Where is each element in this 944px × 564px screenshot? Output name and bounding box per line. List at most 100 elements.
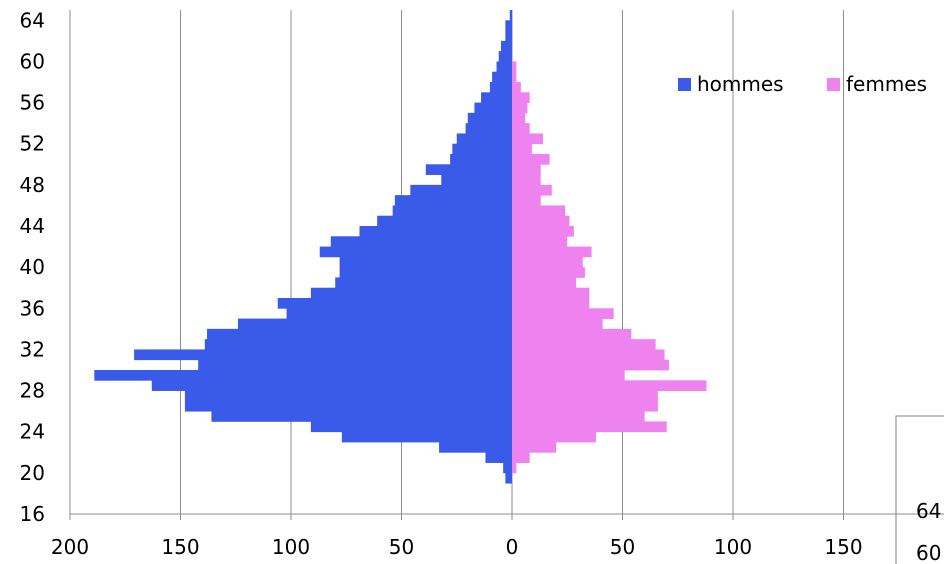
x-tick-label: 0 xyxy=(506,535,519,559)
bar-hommes xyxy=(319,246,512,258)
bar-hommes xyxy=(335,277,512,289)
x-tick-label: 50 xyxy=(389,535,414,559)
bar-hommes xyxy=(425,164,512,175)
bar-hommes xyxy=(184,390,513,402)
bar-hommes xyxy=(492,71,512,83)
bar-hommes xyxy=(277,298,512,309)
bar-femmes xyxy=(512,236,568,247)
bar-femmes xyxy=(512,133,543,145)
bar-hommes xyxy=(392,205,512,217)
bar-hommes xyxy=(452,143,512,155)
bar-hommes xyxy=(237,318,512,330)
series-hommes-bars xyxy=(94,10,513,484)
x-tick-label: 50 xyxy=(610,535,635,559)
bar-femmes xyxy=(512,400,658,412)
bar-hommes xyxy=(467,112,512,124)
bar-femmes xyxy=(512,61,517,73)
bar-hommes xyxy=(286,308,512,319)
inset-frame xyxy=(895,415,944,564)
bar-hommes xyxy=(505,30,512,42)
bar-hommes xyxy=(394,195,512,206)
bar-femmes xyxy=(512,267,585,278)
bar-hommes xyxy=(496,61,512,73)
bar-hommes xyxy=(184,400,513,412)
bar-hommes xyxy=(503,462,512,474)
bar-femmes xyxy=(512,298,590,309)
bar-hommes xyxy=(485,452,512,463)
bar-femmes xyxy=(512,102,528,114)
y-tick-label: 52 xyxy=(20,132,45,156)
bar-femmes xyxy=(512,154,550,165)
y-tick-label: 60 xyxy=(20,49,45,73)
bar-femmes xyxy=(512,112,526,124)
inset-label-60: 60 xyxy=(916,541,941,564)
bar-femmes xyxy=(512,328,632,340)
bar-hommes xyxy=(94,370,512,381)
bar-hommes xyxy=(339,267,512,278)
bar-femmes xyxy=(512,205,566,217)
bar-femmes xyxy=(512,184,552,196)
y-tick-label: 44 xyxy=(20,214,45,238)
y-tick-label: 56 xyxy=(20,91,45,115)
bar-hommes xyxy=(505,20,512,31)
bar-hommes xyxy=(489,82,512,93)
bar-hommes xyxy=(377,215,512,227)
cutoff-inset-panel: 64 60 xyxy=(895,415,944,564)
axes xyxy=(69,10,944,520)
bar-hommes xyxy=(498,51,512,62)
x-tick-label: 100 xyxy=(714,535,752,559)
bar-hommes xyxy=(465,123,512,134)
bar-hommes xyxy=(310,421,512,433)
bar-femmes xyxy=(512,390,658,402)
bar-femmes xyxy=(512,421,667,433)
bar-hommes xyxy=(439,442,512,453)
bar-femmes xyxy=(512,318,603,330)
y-tick-label: 48 xyxy=(20,173,45,197)
bar-hommes xyxy=(198,359,512,371)
bar-femmes xyxy=(512,442,557,453)
bar-femmes xyxy=(512,380,707,391)
x-tick-label: 200 xyxy=(51,535,89,559)
bar-femmes xyxy=(512,339,656,350)
x-tick-labels: 200 150 100 50 0 50 100 150 xyxy=(51,535,863,559)
bar-hommes xyxy=(134,349,512,361)
bar-femmes xyxy=(512,277,577,289)
bar-hommes xyxy=(456,133,512,145)
x-tick-label: 150 xyxy=(161,535,199,559)
bar-femmes xyxy=(512,462,517,474)
series-femmes-bars xyxy=(512,61,707,474)
x-tick-label: 150 xyxy=(824,535,862,559)
bar-hommes xyxy=(509,10,512,21)
bar-femmes xyxy=(512,246,592,258)
legend: hommes femmes xyxy=(678,72,927,96)
bar-femmes xyxy=(512,359,669,371)
bar-hommes xyxy=(441,174,512,186)
bar-hommes xyxy=(481,92,512,103)
y-tick-label: 20 xyxy=(20,461,45,485)
bar-femmes xyxy=(512,308,614,319)
y-tick-label: 40 xyxy=(20,255,45,279)
bar-hommes xyxy=(474,102,512,114)
bar-hommes xyxy=(339,256,512,268)
bar-femmes xyxy=(512,287,590,299)
inset-label-64: 64 xyxy=(916,499,941,523)
bar-hommes xyxy=(505,472,512,484)
legend-label-hommes: hommes xyxy=(697,72,784,96)
bar-hommes xyxy=(330,236,512,247)
bar-femmes xyxy=(512,256,583,268)
bar-hommes xyxy=(204,339,512,350)
bar-femmes xyxy=(512,452,530,463)
bar-hommes xyxy=(341,431,512,443)
bar-hommes xyxy=(359,226,512,237)
y-tick-label: 64 xyxy=(20,8,45,32)
bar-femmes xyxy=(512,123,530,134)
y-tick-label: 16 xyxy=(20,502,45,526)
y-tick-label: 24 xyxy=(20,420,45,444)
legend-swatch-hommes xyxy=(678,78,691,91)
bar-hommes xyxy=(211,411,512,422)
bar-hommes xyxy=(310,287,512,299)
bar-femmes xyxy=(512,215,570,227)
y-tick-label: 28 xyxy=(20,379,45,403)
y-tick-labels: 16 20 24 28 32 36 40 44 48 52 56 60 64 xyxy=(20,8,45,526)
